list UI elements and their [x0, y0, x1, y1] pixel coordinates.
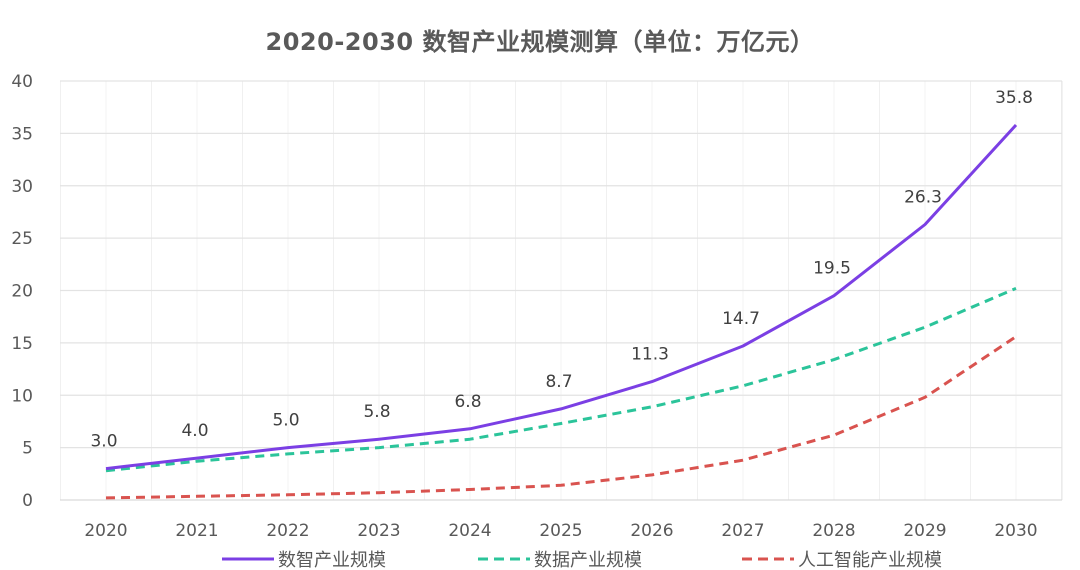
- data-label: 5.8: [363, 402, 390, 422]
- y-tick-label: 0: [22, 491, 33, 511]
- x-tick-label: 2029: [903, 521, 946, 541]
- data-label: 14.7: [722, 309, 760, 329]
- data-label: 6.8: [454, 392, 481, 412]
- series-line-1: [105, 287, 1017, 473]
- x-tick-label: 2024: [448, 521, 491, 541]
- x-tick-label: 2027: [721, 521, 764, 541]
- x-tick-label: 2028: [812, 521, 855, 541]
- data-label: 4.0: [181, 421, 208, 441]
- data-label: 26.3: [904, 188, 942, 208]
- x-tick-label: 2020: [84, 521, 127, 541]
- legend-label: 人工智能产业规模: [798, 549, 942, 570]
- y-tick-label: 40: [11, 72, 33, 92]
- y-tick-label: 35: [11, 124, 33, 144]
- x-tick-label: 2030: [994, 521, 1037, 541]
- y-tick-label: 15: [11, 334, 33, 354]
- legend-item-shuzhi[interactable]: 数智产业规模: [222, 547, 386, 570]
- y-tick-label: 30: [11, 177, 33, 197]
- x-tick-label: 2022: [266, 521, 309, 541]
- data-label: 3.0: [90, 432, 117, 452]
- legend-label: 数据产业规模: [534, 549, 642, 570]
- legend-swatch-dashed: [478, 557, 530, 560]
- legend: 数智产业规模 数据产业规模 人工智能产业规模: [0, 547, 1080, 570]
- series-line-2: [105, 335, 1017, 500]
- data-label: 5.0: [272, 411, 299, 431]
- data-label: 11.3: [631, 345, 669, 365]
- x-tick-label: 2025: [539, 521, 582, 541]
- series-lines: [105, 123, 1018, 500]
- y-tick-label: 10: [11, 386, 33, 406]
- x-axis: 2020 2021 2022 2023 2024 2025 2026 2027 2028 2029…: [84, 521, 1037, 541]
- y-tick-label: 25: [11, 229, 33, 249]
- legend-item-shuju[interactable]: 数据产业规模: [478, 547, 642, 570]
- x-tick-label: 2026: [630, 521, 673, 541]
- x-tick-label: 2023: [357, 521, 400, 541]
- chart-title: 2020-2030 数智产业规模测算（单位：万亿元）: [265, 28, 815, 56]
- y-tick-label: 20: [11, 282, 33, 302]
- x-tick-label: 2021: [175, 521, 218, 541]
- grid: [60, 80, 1063, 501]
- data-label: 35.8: [995, 88, 1033, 108]
- data-label: 19.5: [813, 259, 851, 279]
- data-label: 8.7: [545, 372, 572, 392]
- legend-item-ai[interactable]: 人工智能产业规模: [742, 547, 942, 570]
- y-axis: 0 5 10 15 20 25 30 35 40: [11, 72, 33, 511]
- legend-swatch-solid: [222, 557, 274, 560]
- y-tick-label: 5: [22, 439, 33, 459]
- series-line-0: [105, 123, 1018, 471]
- legend-swatch-dashed: [742, 557, 794, 560]
- legend-label: 数智产业规模: [278, 549, 386, 570]
- data-labels: 3.0 4.0 5.0 5.8 6.8 8.7 11.3 14.7 19.5 26.3 35.8: [90, 88, 1032, 452]
